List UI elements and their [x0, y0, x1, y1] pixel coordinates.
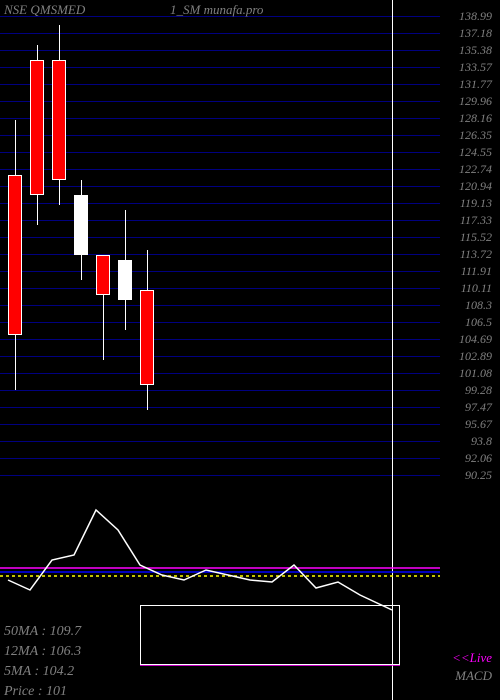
y-tick-label: 120.94 [459, 179, 492, 194]
candle [74, 195, 88, 255]
y-tick-label: 126.35 [459, 128, 492, 143]
stat-line: 50MA : 109.7 [4, 624, 81, 640]
symbol-label: NSE QMSMED [4, 2, 85, 18]
y-tick-label: 131.77 [459, 77, 492, 92]
macd-label: MACD [455, 668, 492, 684]
y-tick-label: 124.55 [459, 145, 492, 160]
y-tick-label: 119.13 [460, 196, 492, 211]
stat-line: 12MA : 106.3 [4, 644, 81, 660]
y-tick-label: 117.33 [460, 213, 492, 228]
price-chart: 138.99 137.18 135.38 133.57 131.77 129.96 128.… [0, 0, 500, 700]
indicator-lines [0, 0, 500, 700]
y-tick-label: 106.5 [465, 315, 492, 330]
y-tick-label: 92.06 [465, 451, 492, 466]
y-tick-label: 97.47 [465, 400, 492, 415]
y-tick-label: 135.38 [459, 43, 492, 58]
y-tick-label: 122.74 [459, 162, 492, 177]
y-tick-label: 113.72 [460, 247, 492, 262]
source-label: 1_SM munafa.pro [170, 2, 263, 18]
y-tick-label: 93.8 [471, 434, 492, 449]
y-tick-label: 102.89 [459, 349, 492, 364]
macd-box [140, 605, 400, 665]
y-tick-label: 115.52 [460, 230, 492, 245]
candle [96, 255, 110, 295]
y-tick-label: 137.18 [459, 26, 492, 41]
y-tick-label: 110.11 [461, 281, 492, 296]
y-tick-label: 138.99 [459, 9, 492, 24]
y-tick-label: 90.25 [465, 468, 492, 483]
y-tick-label: 128.16 [459, 111, 492, 126]
y-tick-label: 111.91 [461, 264, 492, 279]
y-tick-label: 95.67 [465, 417, 492, 432]
stat-line: Price : 101 [4, 684, 67, 700]
candle [140, 290, 154, 385]
live-label: <<Live [452, 650, 492, 666]
candle [118, 260, 132, 300]
y-tick-label: 99.28 [465, 383, 492, 398]
stat-line: 5MA : 104.2 [4, 664, 74, 680]
candle [30, 60, 44, 195]
y-tick-label: 101.08 [459, 366, 492, 381]
y-tick-label: 133.57 [459, 60, 492, 75]
candle [8, 175, 22, 335]
y-tick-label: 129.96 [459, 94, 492, 109]
y-tick-label: 108.3 [465, 298, 492, 313]
candle [52, 60, 66, 180]
y-tick-label: 104.69 [459, 332, 492, 347]
